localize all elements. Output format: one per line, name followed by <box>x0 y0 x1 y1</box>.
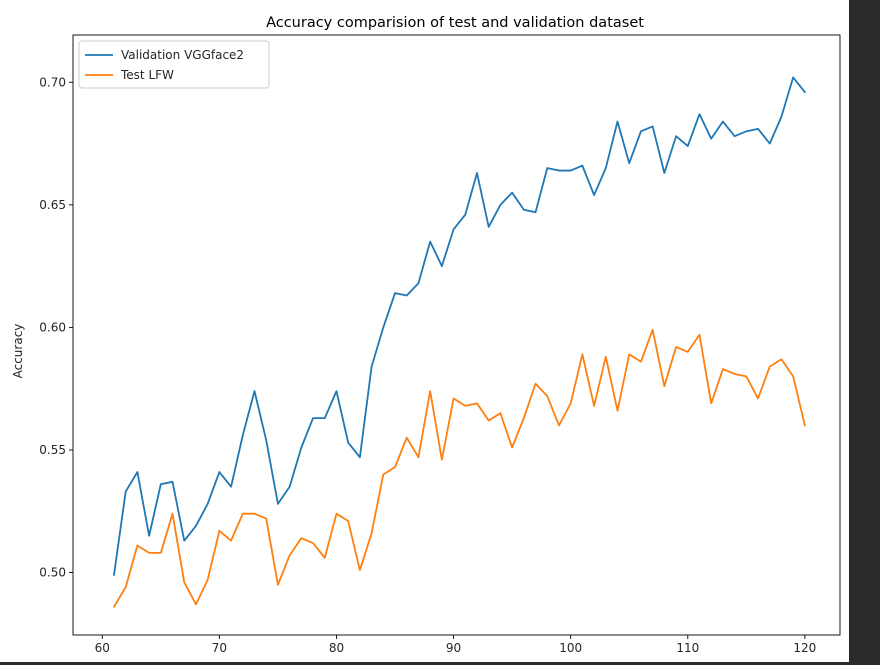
y-tick-label: 0.55 <box>39 443 66 457</box>
x-tick-label: 90 <box>446 641 461 655</box>
series-line-1 <box>113 76 806 576</box>
y-tick-label: 0.65 <box>39 198 66 212</box>
x-tick-label: 70 <box>212 641 227 655</box>
y-tick-label: 0.70 <box>39 75 66 89</box>
x-tick-label: 100 <box>559 641 582 655</box>
legend-label-2: Test LFW <box>120 68 174 82</box>
legend-label-1: Validation VGGface2 <box>121 48 244 62</box>
plot-area: 60 70 80 90 100 110 120 0.50 0.55 0.60 0.65 0.70 Val… <box>39 34 841 655</box>
y-axis-label: Accuracy <box>11 324 25 379</box>
legend-box <box>78 40 270 89</box>
series-line-2 <box>113 328 806 608</box>
y-tick-label: 0.50 <box>39 566 66 580</box>
window-frame-right <box>849 0 880 665</box>
y-tick-label: 0.60 <box>39 320 66 334</box>
window-frame-bottom <box>0 662 880 665</box>
x-tick-label: 110 <box>676 641 699 655</box>
chart-title: Accuracy comparision of test and validat… <box>266 15 644 31</box>
x-tick-label: 120 <box>793 641 816 655</box>
axes-frame <box>72 34 841 636</box>
x-tick-label: 60 <box>95 641 110 655</box>
x-tick-label: 80 <box>329 641 344 655</box>
